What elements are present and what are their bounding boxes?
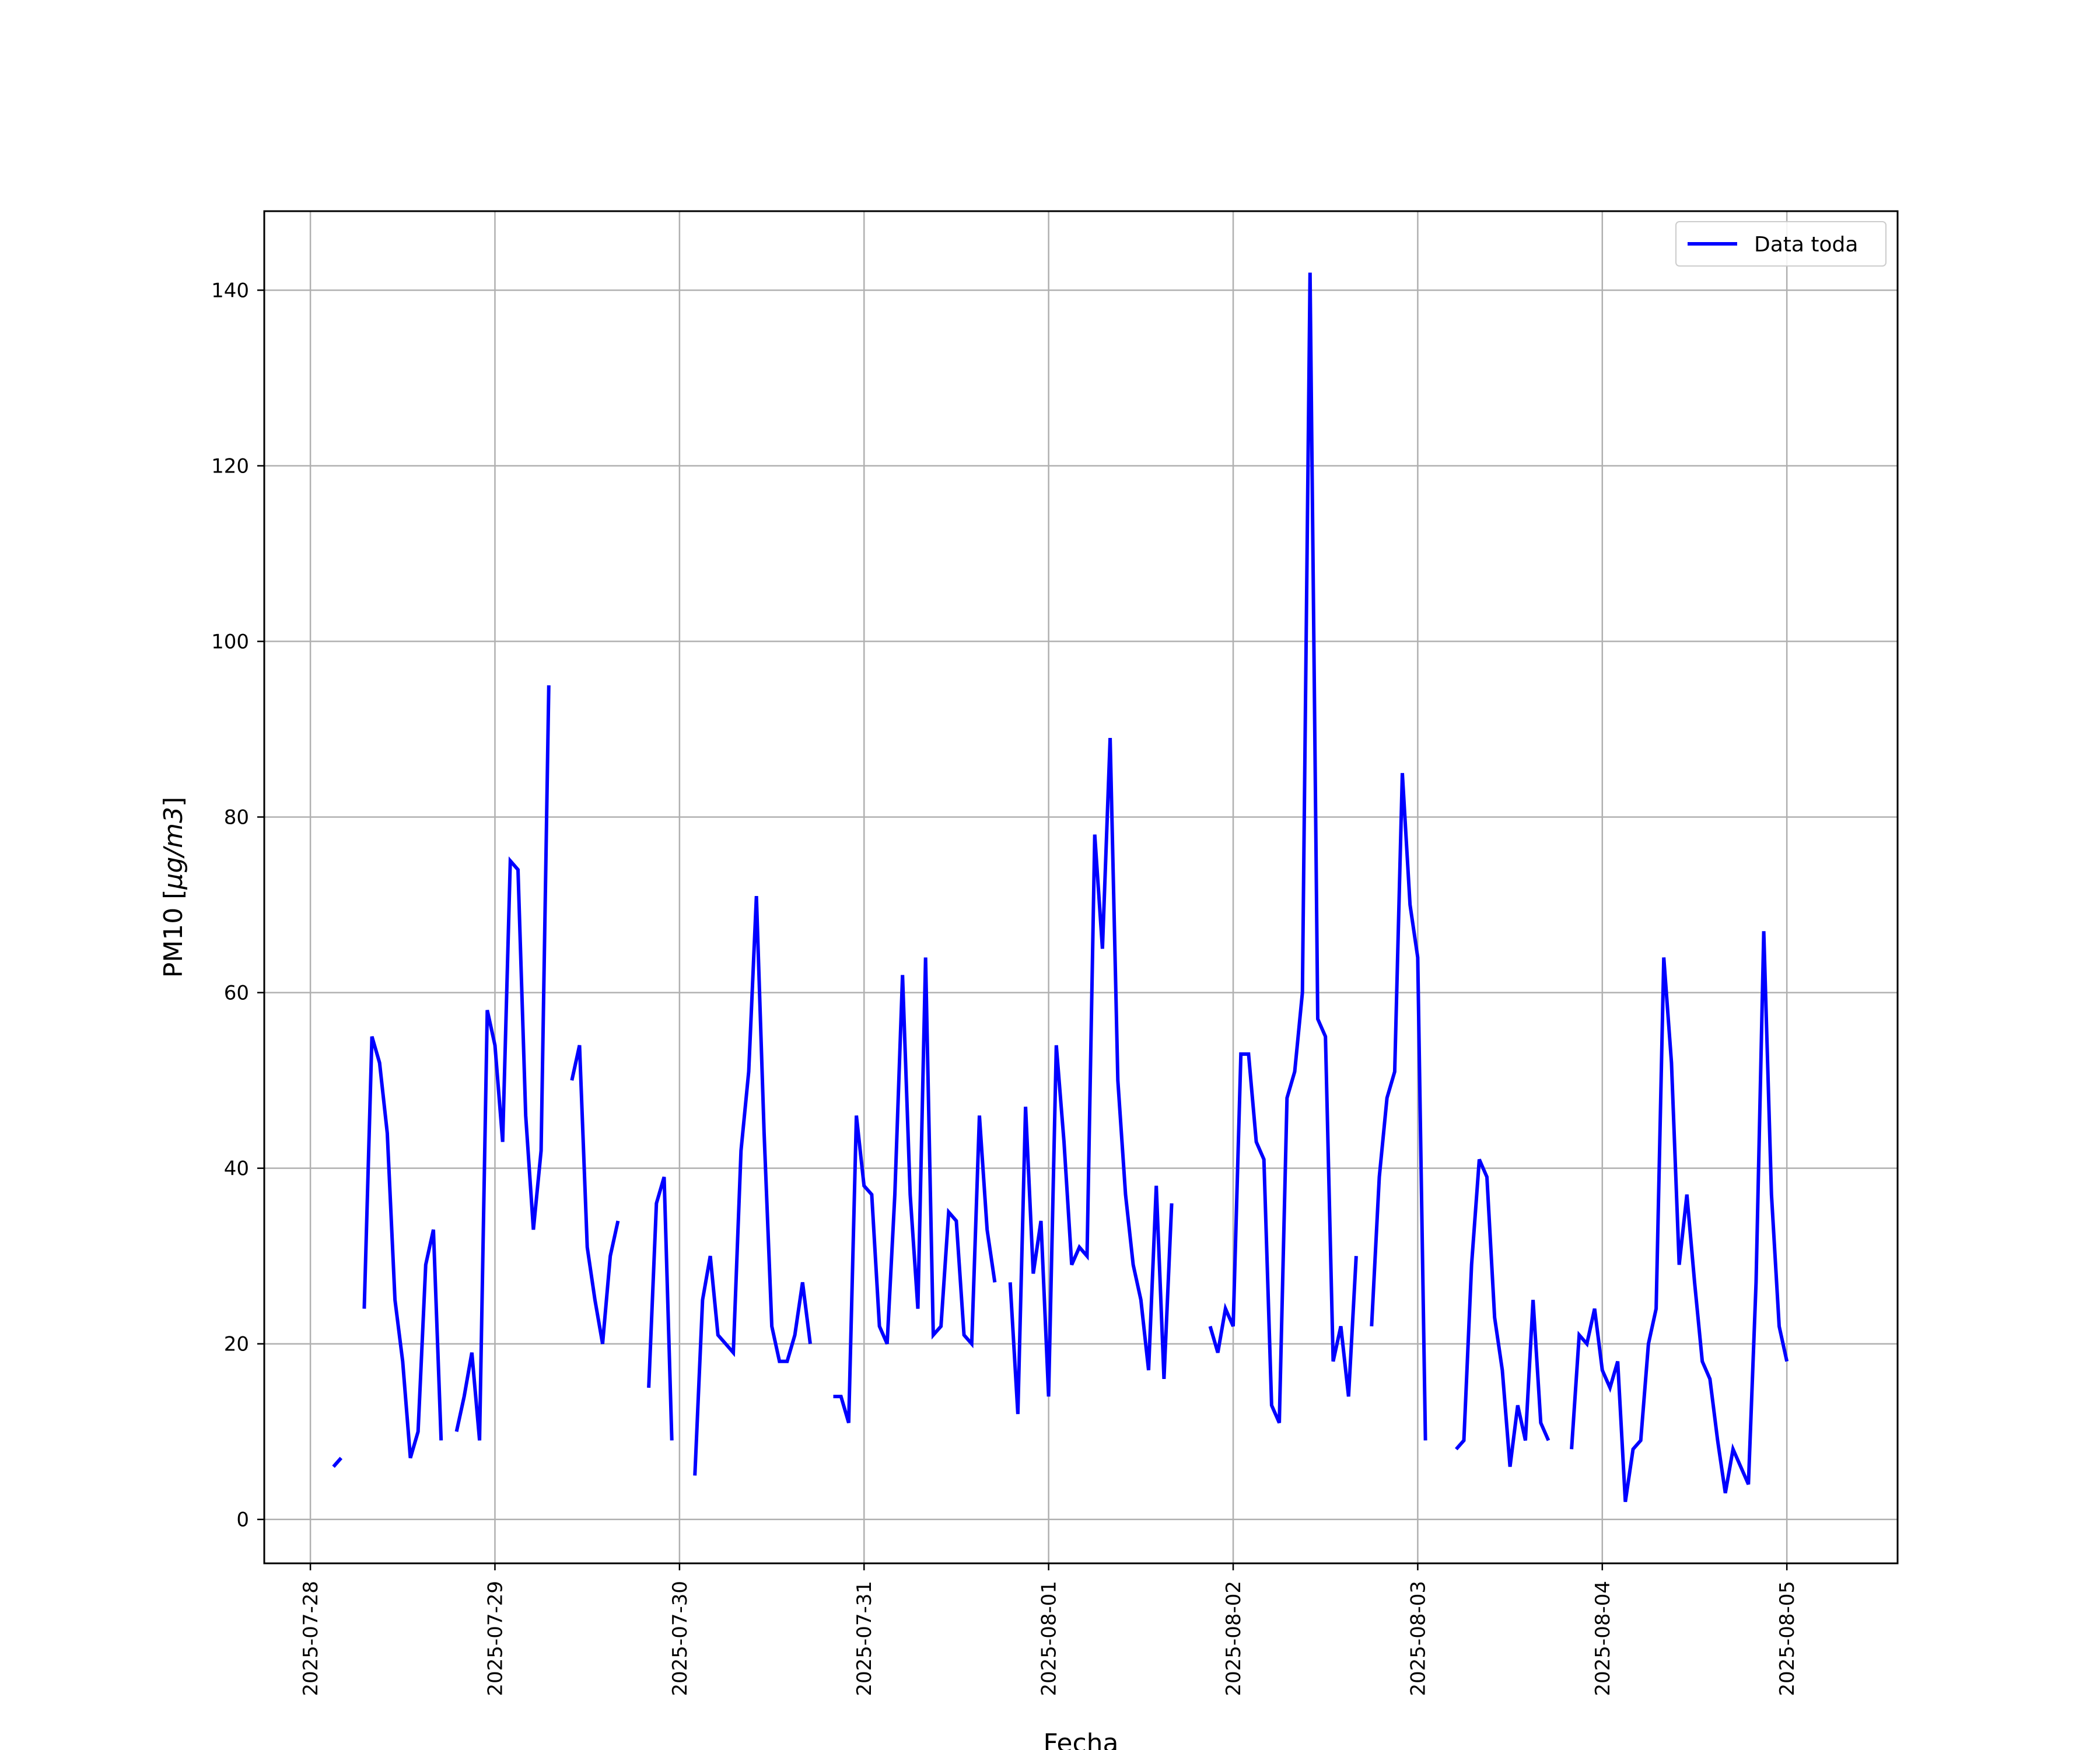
y-tick-label: 20 [224, 1333, 249, 1356]
series-line-segment [1570, 931, 1789, 1503]
series-data-toda [332, 272, 1789, 1503]
x-tick-label: 2025-08-05 [1776, 1581, 1799, 1696]
series-line-segment [647, 1176, 674, 1441]
y-tick-label: 40 [224, 1157, 249, 1181]
series-line-segment [1208, 272, 1358, 1424]
x-tick-label: 2025-07-29 [484, 1581, 507, 1696]
x-axis-label: Fecha [1043, 1728, 1118, 1750]
series-line-segment [1370, 773, 1427, 1441]
series-line-segment [570, 1045, 620, 1345]
y-axis-ticks: 0 20 40 60 80 100 120 140 [211, 279, 264, 1532]
y-tick-label: 0 [236, 1508, 249, 1532]
series-line-segment [332, 1457, 343, 1468]
series-line-segment [1455, 1158, 1550, 1467]
y-axis-label-suffix: ] [159, 797, 188, 807]
legend-label-data-toda: Data toda [1754, 233, 1858, 257]
x-tick-label: 2025-08-02 [1222, 1581, 1245, 1696]
y-tick-label: 140 [211, 279, 249, 302]
legend: Data toda [1675, 221, 1887, 267]
series-line-segment [833, 957, 997, 1424]
x-tick-label: 2025-07-30 [668, 1581, 692, 1696]
x-tick-label: 2025-08-01 [1038, 1581, 1061, 1696]
series-line-segment [693, 895, 812, 1476]
x-axis-ticks: 2025-07-28 2025-07-29 2025-07-30 2025-07-31… [299, 1563, 1799, 1696]
x-tick-label: 2025-08-03 [1406, 1581, 1430, 1696]
y-tick-label: 120 [211, 455, 249, 478]
plot-area-frame [263, 210, 1899, 1564]
series-line-segment [362, 1036, 443, 1459]
y-axis-label-unit: μg/m3 [159, 807, 188, 890]
y-tick-label: 60 [224, 982, 249, 1005]
x-tick-label: 2025-08-04 [1591, 1581, 1615, 1696]
y-tick-label: 100 [211, 631, 249, 654]
x-tick-label: 2025-07-31 [853, 1581, 876, 1696]
series-line-segment [1008, 737, 1174, 1415]
legend-box [1675, 221, 1887, 267]
y-axis-label: PM10 [μg/m3] [159, 797, 188, 978]
grid-lines [264, 211, 1898, 1563]
x-tick-label: 2025-07-28 [299, 1581, 323, 1696]
y-axis-label-prefix: PM10 [ [159, 890, 188, 978]
y-tick-label: 80 [224, 806, 249, 830]
series-line-segment [454, 685, 551, 1441]
